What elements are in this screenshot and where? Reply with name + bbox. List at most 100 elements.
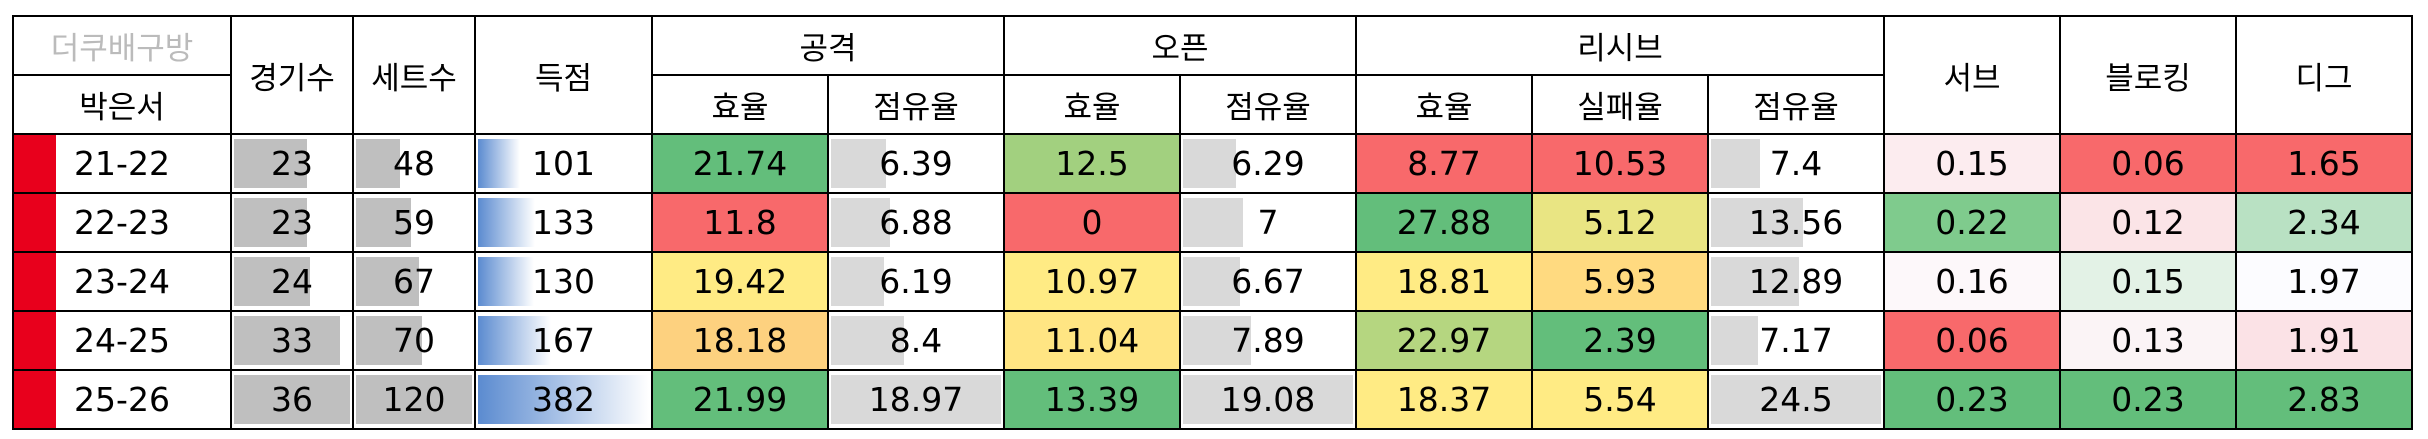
value-cell: 101 — [474, 133, 653, 194]
value-cell: 5.93 — [1531, 251, 1709, 312]
data-bar — [1183, 139, 1237, 188]
value: 27.88 — [1396, 203, 1492, 242]
data-bar — [831, 198, 891, 247]
value-cell: 59 — [352, 192, 476, 253]
row-marker — [15, 313, 56, 368]
value: 7.4 — [1769, 144, 1823, 183]
value: 0.16 — [1935, 262, 2009, 301]
value-cell: 23 — [230, 192, 354, 253]
value: 0.15 — [2111, 262, 2185, 301]
value: 0.23 — [1935, 380, 2009, 419]
value-cell: 0.12 — [2059, 192, 2237, 253]
value: 70 — [393, 321, 435, 360]
value-cell: 13.39 — [1003, 369, 1181, 430]
data-bar — [478, 198, 535, 247]
value: 24.5 — [1759, 380, 1833, 419]
value: 13.56 — [1748, 203, 1844, 242]
group-header: 리시브 — [1355, 15, 1885, 76]
value: 382 — [532, 380, 595, 419]
value-cell: 6.19 — [827, 251, 1005, 312]
value-cell: 1.97 — [2235, 251, 2413, 312]
value: 0 — [1081, 203, 1103, 242]
value: 5.93 — [1583, 262, 1657, 301]
value-cell: 18.81 — [1355, 251, 1533, 312]
value-cell: 8.77 — [1355, 133, 1533, 194]
data-bar — [1711, 316, 1758, 365]
header: 득점 — [474, 15, 653, 135]
value: 21.99 — [692, 380, 788, 419]
value-cell: 67 — [352, 251, 476, 312]
season: 23-24 — [74, 262, 170, 301]
row-marker — [15, 372, 56, 427]
value: 11.8 — [703, 203, 777, 242]
value-cell: 12.89 — [1707, 251, 1885, 312]
value: 6.39 — [879, 144, 953, 183]
data-bar — [1711, 375, 1881, 424]
data-bar — [1711, 198, 1804, 247]
season: 25-26 — [74, 380, 170, 419]
value: 0.06 — [2111, 144, 2185, 183]
value: 5.54 — [1583, 380, 1657, 419]
value-cell: 5.54 — [1531, 369, 1709, 430]
data-bar — [831, 375, 1001, 424]
value: 7.89 — [1231, 321, 1305, 360]
value: 8.4 — [889, 321, 943, 360]
value-cell: 18.97 — [827, 369, 1005, 430]
data-bar — [356, 139, 400, 188]
value: 8.77 — [1407, 144, 1481, 183]
value: 6.88 — [879, 203, 953, 242]
stats-table: 더쿠배구방 경기수 세트수 득점 공격 오픈 리시브 서브 블로킹 디그 박은서… — [12, 15, 2413, 430]
value-cell: 10.97 — [1003, 251, 1181, 312]
value-cell: 130 — [474, 251, 653, 312]
data-bar — [234, 375, 350, 424]
value-cell: 2.34 — [2235, 192, 2413, 253]
value-cell: 1.65 — [2235, 133, 2413, 194]
value-cell: 2.39 — [1531, 310, 1709, 371]
corner-label: 더쿠배구방 — [12, 15, 232, 76]
data-bar — [1711, 257, 1799, 306]
value-cell: 0 — [1003, 192, 1181, 253]
value-cell: 133 — [474, 192, 653, 253]
season-cell: 24-25 — [12, 310, 232, 371]
value-cell: 2.83 — [2235, 369, 2413, 430]
value: 0.22 — [1935, 203, 2009, 242]
data-bar — [831, 139, 886, 188]
data-bar — [478, 375, 649, 424]
season: 22-23 — [74, 203, 170, 242]
data-bar — [356, 375, 472, 424]
value-cell: 11.04 — [1003, 310, 1181, 371]
value-cell: 10.53 — [1531, 133, 1709, 194]
value: 19.08 — [1220, 380, 1316, 419]
value: 48 — [393, 144, 435, 183]
value: 5.12 — [1583, 203, 1657, 242]
header: 세트수 — [352, 15, 476, 135]
value: 22.97 — [1396, 321, 1492, 360]
value: 1.65 — [2287, 144, 2361, 183]
value: 18.81 — [1396, 262, 1492, 301]
value-cell: 6.88 — [827, 192, 1005, 253]
value-cell: 0.15 — [1883, 133, 2061, 194]
value-cell: 0.13 — [2059, 310, 2237, 371]
value: 10.97 — [1044, 262, 1140, 301]
data-bar — [1183, 316, 1251, 365]
value: 1.91 — [2287, 321, 2361, 360]
header: 서브 — [1883, 15, 2061, 135]
group-header: 공격 — [651, 15, 1005, 76]
season: 24-25 — [74, 321, 170, 360]
header: 효율 — [1003, 74, 1181, 135]
value-cell: 33 — [230, 310, 354, 371]
data-bar — [356, 198, 411, 247]
value-cell: 23 — [230, 133, 354, 194]
season-cell: 23-24 — [12, 251, 232, 312]
header: 점유율 — [827, 74, 1005, 135]
value-cell: 0.16 — [1883, 251, 2061, 312]
data-bar — [478, 316, 551, 365]
row-marker — [15, 136, 56, 191]
header: 블로킹 — [2059, 15, 2237, 135]
value-cell: 7 — [1179, 192, 1357, 253]
value: 12.5 — [1055, 144, 1129, 183]
header: 실패율 — [1531, 74, 1709, 135]
value-cell: 0.23 — [2059, 369, 2237, 430]
value: 0.23 — [2111, 380, 2185, 419]
